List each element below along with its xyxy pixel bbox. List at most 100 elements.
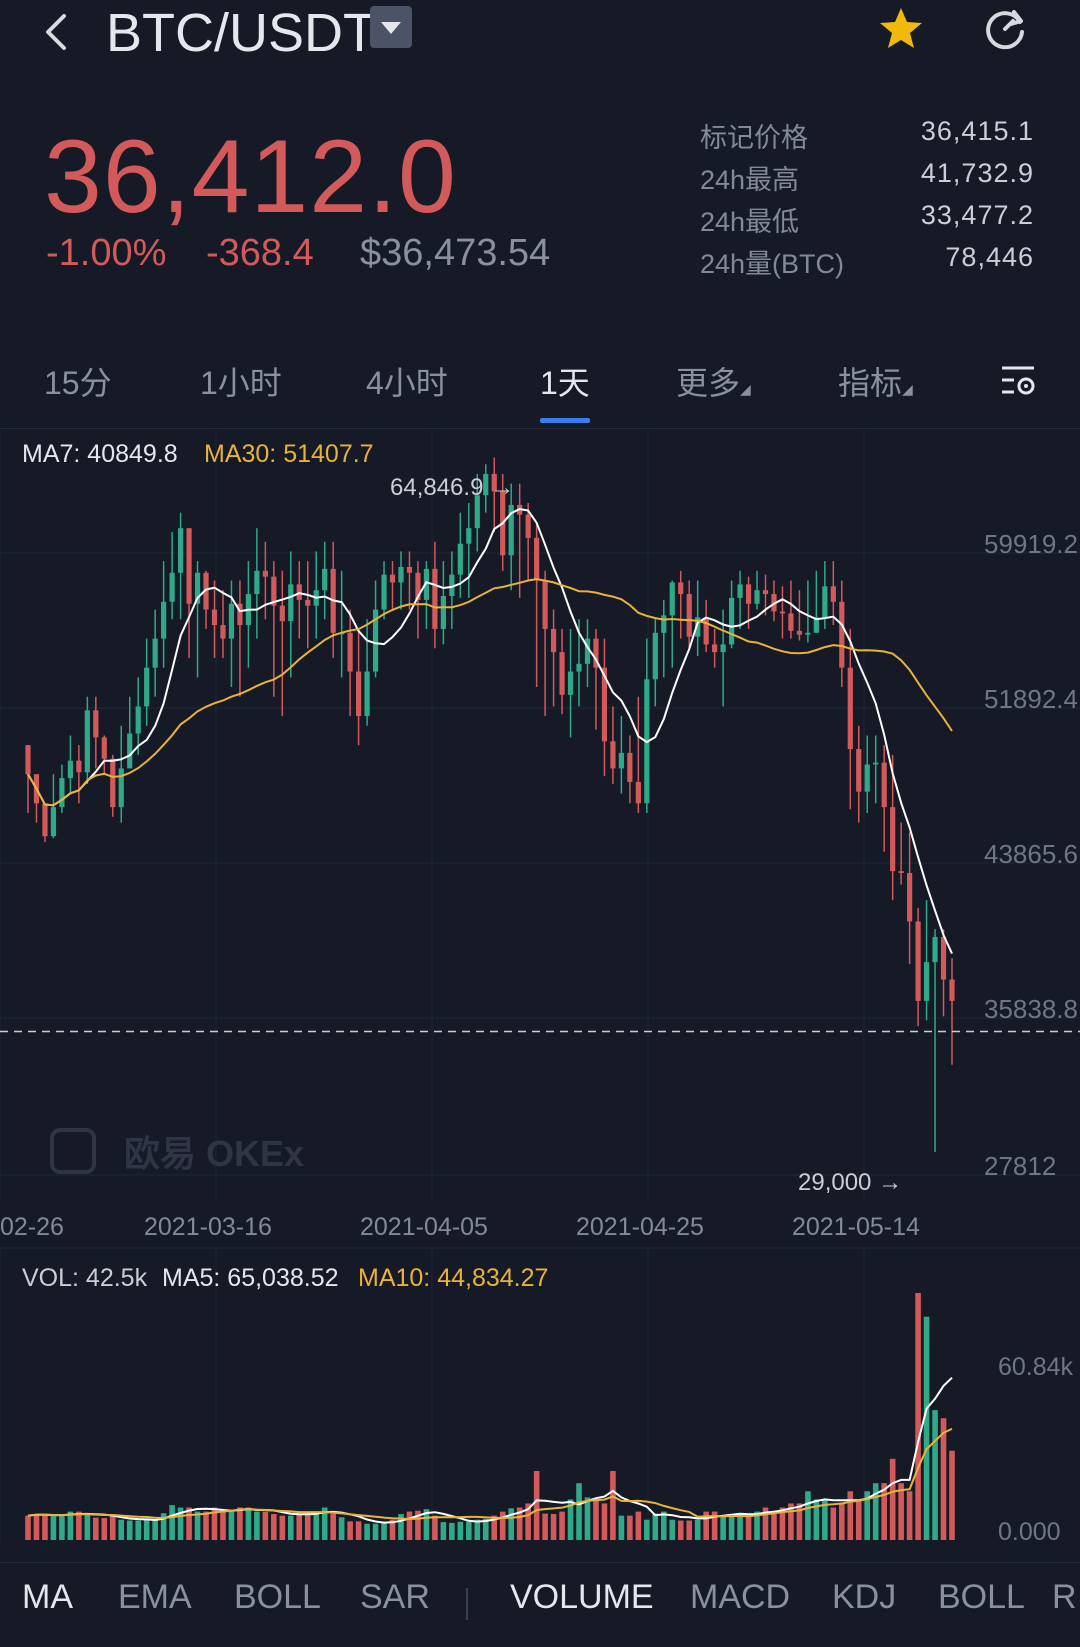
tab-1h[interactable]: 1小时 <box>200 365 282 401</box>
candle-body <box>788 613 794 631</box>
volume-bar <box>50 1515 57 1540</box>
volume-bar <box>728 1515 735 1540</box>
price-tick-label: 35838.8 <box>984 994 1078 1024</box>
refresh-icon <box>986 10 1024 50</box>
volume-bar <box>754 1511 760 1540</box>
ma10-legend: MA10: 44,834.27 <box>358 1264 548 1292</box>
candle-body <box>84 710 90 773</box>
candle-body <box>940 936 947 980</box>
watermark-text: 欧易 OKEx <box>124 1133 304 1174</box>
active-tab-indicator <box>540 418 590 423</box>
candle-body <box>322 568 328 591</box>
volume-bar <box>660 1511 667 1540</box>
divider <box>0 428 1080 429</box>
candle-body <box>356 671 362 717</box>
chart-settings-button[interactable] <box>998 362 1038 402</box>
volume-bar <box>847 1491 854 1540</box>
candle-body <box>559 652 565 695</box>
candle-body <box>661 615 667 633</box>
volume-ma-lines <box>27 1376 953 1524</box>
volume-bar <box>508 1508 514 1540</box>
tab-boll-main[interactable]: BOLL <box>234 1578 321 1616</box>
date-tick-label: 02-26 <box>0 1213 64 1241</box>
volume-bar <box>67 1511 74 1540</box>
pair-title[interactable]: BTC/USDT <box>106 3 376 63</box>
tab-rsi[interactable]: R <box>1052 1578 1077 1616</box>
high-24h-label: 24h最高 <box>700 165 800 195</box>
volume-bar <box>516 1507 523 1540</box>
candle-body <box>652 632 658 680</box>
tab-ema[interactable]: EMA <box>118 1578 192 1616</box>
ma7-legend: MA7: 40849.8 <box>22 440 178 468</box>
volume-bar <box>109 1516 116 1540</box>
refresh-button[interactable] <box>980 4 1030 54</box>
candle-body <box>915 921 921 1001</box>
price-tick-label: 43865.6 <box>984 839 1078 869</box>
volume-bar <box>313 1511 320 1540</box>
candle-body <box>271 576 277 606</box>
candle-body <box>483 473 489 496</box>
candle-body <box>127 733 133 769</box>
candle-body <box>169 572 175 602</box>
tab-more-label: 更多 <box>676 365 741 401</box>
candle-body <box>144 667 150 707</box>
volume-bar <box>296 1514 303 1540</box>
candle-body <box>194 572 201 604</box>
candle-body <box>228 603 235 639</box>
candle-body <box>466 528 472 544</box>
candle-body <box>822 586 828 618</box>
candle-body <box>695 617 701 637</box>
candle-body <box>907 873 913 922</box>
volume-bar <box>321 1507 328 1540</box>
candle-body <box>728 597 735 645</box>
candle-body <box>381 574 387 610</box>
vol-ma5-line <box>27 1376 953 1524</box>
back-button[interactable] <box>38 6 78 56</box>
volume-bar <box>618 1515 625 1540</box>
ma30-line <box>27 578 953 807</box>
candle-body <box>25 745 31 775</box>
tab-15m[interactable]: 15分 <box>44 365 112 401</box>
tab-volume[interactable]: VOLUME <box>510 1578 654 1616</box>
volume-bar <box>279 1515 286 1540</box>
tab-macd[interactable]: MACD <box>690 1578 791 1616</box>
usd-price: $36,473.54 <box>360 232 551 274</box>
volume-bar <box>601 1503 608 1540</box>
tab-more[interactable]: 更多◢ <box>676 358 751 404</box>
volume-bar <box>118 1519 125 1540</box>
candle-body <box>542 580 548 629</box>
price-chart[interactable]: 欧易 OKEx 59919.2 51892.4 43865.6 35838.8 2781… <box>0 430 1080 1568</box>
tab-indicators[interactable]: 指标◢ <box>838 358 913 404</box>
tab-sar[interactable]: SAR <box>360 1578 430 1616</box>
tab-4h[interactable]: 4小时 <box>366 365 448 401</box>
candle-body <box>567 671 574 695</box>
volume-bar <box>644 1519 650 1540</box>
tab-ma[interactable]: MA <box>22 1578 73 1616</box>
volume-bar <box>550 1514 557 1540</box>
tab-boll-sub[interactable]: BOLL <box>938 1578 1025 1616</box>
volume-bar <box>440 1522 447 1540</box>
candle-body <box>457 543 463 575</box>
candle-body <box>923 962 930 1001</box>
volume-bar <box>271 1514 277 1540</box>
volume-bar <box>677 1520 684 1540</box>
candle-body <box>745 584 752 604</box>
volume-bar <box>101 1518 108 1540</box>
candle-body <box>474 495 480 529</box>
candle-body <box>76 760 82 773</box>
candle-body <box>237 603 243 626</box>
volume-bar <box>669 1519 676 1540</box>
candle-body <box>118 768 124 808</box>
candle-body <box>712 644 718 653</box>
volume-bar <box>652 1513 659 1540</box>
volume-bar <box>711 1511 718 1540</box>
candle-body <box>813 617 819 633</box>
volume-bar <box>771 1511 777 1540</box>
candle-body <box>211 609 218 626</box>
tab-kdj[interactable]: KDJ <box>832 1578 897 1616</box>
candle-body <box>805 632 811 635</box>
favorite-button[interactable] <box>876 4 926 54</box>
candle-body <box>101 737 107 759</box>
tab-1d[interactable]: 1天 <box>540 365 590 401</box>
pair-dropdown-button[interactable] <box>370 6 412 48</box>
